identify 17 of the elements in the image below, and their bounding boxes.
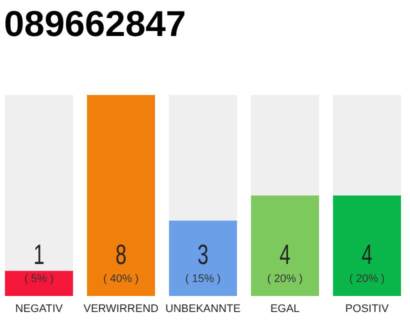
annotation: ( 15% ) bbox=[185, 273, 221, 285]
annotation: ( 20% ) bbox=[349, 273, 385, 285]
annotation: ( 40% ) bbox=[103, 273, 139, 285]
x-tick-label: POSITIV bbox=[345, 303, 390, 315]
x-tick-label: VERWIRREND bbox=[84, 303, 159, 315]
x-tick-label: NEGATIV bbox=[15, 303, 64, 315]
chart-title: 089662847 bbox=[4, 3, 186, 44]
x-tick-label: UNBEKANNTE bbox=[165, 303, 241, 315]
data-label: 4 bbox=[362, 239, 378, 270]
data-label: 1 bbox=[34, 239, 50, 270]
bar bbox=[5, 270, 73, 296]
data-label: 4 bbox=[280, 239, 296, 270]
data-label: 8 bbox=[116, 239, 132, 270]
annotation: ( 5% ) bbox=[24, 273, 54, 285]
annotation: ( 20% ) bbox=[267, 273, 303, 285]
x-tick-label: EGAL bbox=[270, 303, 300, 315]
data-label: 3 bbox=[198, 239, 214, 270]
